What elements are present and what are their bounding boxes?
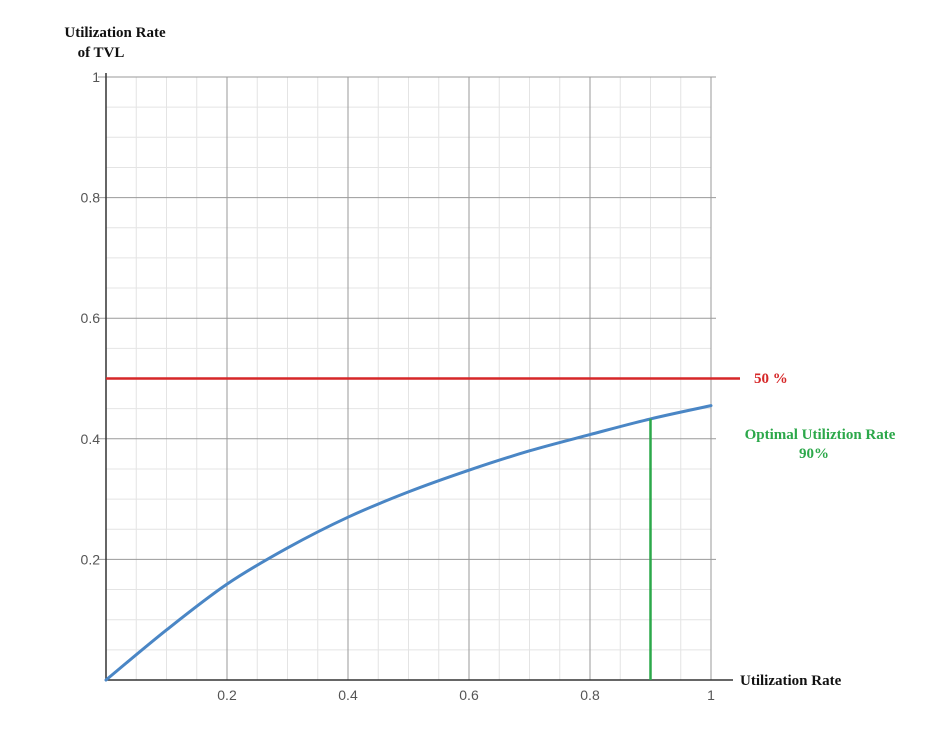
x-tick-label: 0.2 [217, 687, 237, 703]
x-tick-label: 0.6 [459, 687, 479, 703]
series-layer [104, 404, 713, 682]
vline-label-line1: Optimal Utiliztion Rate [745, 427, 896, 443]
hline-label: 50 % [754, 371, 788, 387]
y-axis-label-line2: of TVL [78, 45, 125, 61]
x-tick-label: 0.8 [580, 687, 600, 703]
vline-label-line2: 90% [799, 446, 829, 462]
annotation-layer [106, 377, 740, 680]
y-axis-label-line1: Utilization Rate [64, 25, 166, 41]
y-tick-label: 0.4 [81, 431, 101, 447]
y-tick-labels: 0.2 0.4 0.6 0.8 1 [81, 69, 101, 567]
y-tick-label: 0.8 [81, 190, 101, 206]
x-tick-label: 0.4 [338, 687, 358, 703]
series-line [104, 404, 713, 682]
axes [105, 73, 733, 681]
y-tick-label: 1 [92, 69, 100, 85]
y-tick-label: 0.6 [81, 310, 101, 326]
x-tick-labels: 0.2 0.4 0.6 0.8 1 [217, 687, 715, 703]
y-tick-label: 0.2 [81, 551, 101, 567]
x-tick-label: 1 [707, 687, 715, 703]
x-axis-label: Utilization Rate [740, 673, 842, 689]
